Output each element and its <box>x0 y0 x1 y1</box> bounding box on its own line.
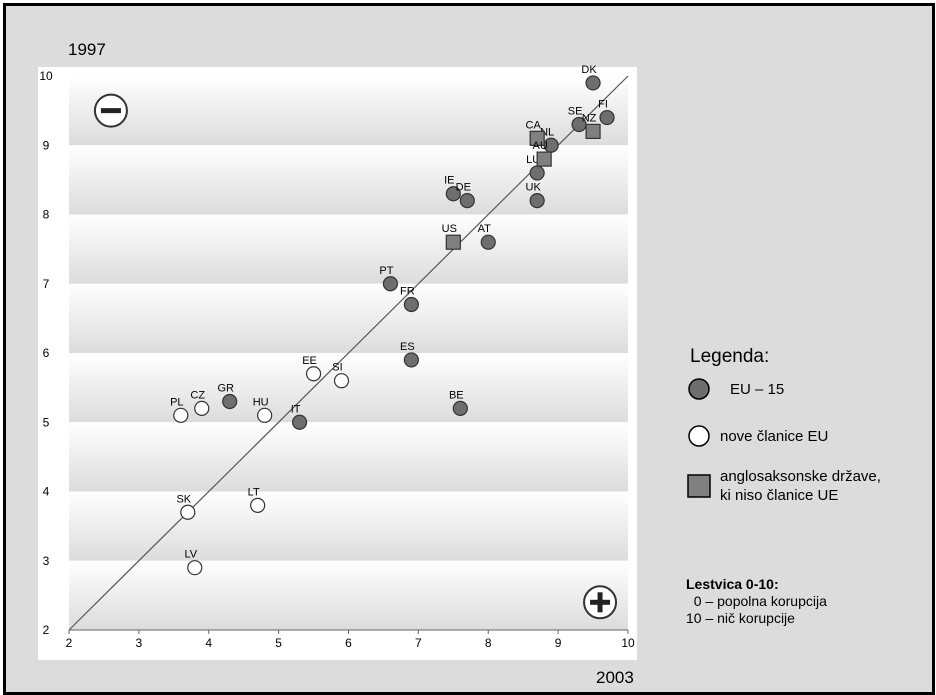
point-label-se: SE <box>568 105 583 117</box>
point-label-fr: FR <box>400 286 415 298</box>
point-label-gr: GR <box>217 382 234 394</box>
scale-title: Lestvica 0-10: <box>686 576 779 592</box>
point-label-us: US <box>442 223 457 235</box>
point-label-au: AU <box>533 140 548 152</box>
legend-item-eu15: EU – 15 <box>686 376 784 402</box>
point-label-ca: CA <box>526 119 542 131</box>
scale-line-10: 10 – nič korupcije <box>686 610 795 626</box>
point-label-dk: DK <box>581 64 597 76</box>
minus-icon-bar <box>100 108 121 114</box>
point-label-at: AT <box>478 223 492 235</box>
x-tick-label: 5 <box>275 636 282 650</box>
point-label-be: BE <box>449 389 464 401</box>
point-label-nz: NZ <box>582 112 597 124</box>
y-tick-label: 9 <box>43 138 50 152</box>
y-axis-year-label: 1997 <box>68 40 106 59</box>
point-fr <box>403 296 419 313</box>
point-label-si: SI <box>332 362 342 374</box>
legend-label-anglo-line2: ki niso članice UE <box>720 487 839 504</box>
point-label-es: ES <box>400 341 415 353</box>
plus-icon-bar-v <box>597 592 603 613</box>
legend-swatch-eu15 <box>688 378 710 400</box>
point-nz <box>585 123 601 140</box>
point-label-pl: PL <box>170 396 183 408</box>
point-ie <box>445 186 461 202</box>
x-tick-label: 2 <box>66 636 73 650</box>
point-au <box>536 151 552 167</box>
x-tick-label: 3 <box>136 636 143 650</box>
plot-band <box>69 491 628 561</box>
point-label-hu: HU <box>253 396 269 408</box>
plot-band <box>69 422 628 492</box>
x-tick-label: 7 <box>415 636 422 650</box>
x-axis-year-label: 2003 <box>596 668 634 687</box>
point-es <box>403 352 419 368</box>
point-label-it: IT <box>291 403 301 415</box>
scale-note: Lestvica 0-10: 0 – popolna korupcija 10 … <box>686 576 827 627</box>
y-tick-label: 10 <box>39 69 53 83</box>
point-sk <box>180 504 196 520</box>
x-tick-label: 9 <box>555 636 562 650</box>
scale-line-0: 0 – popolna korupcija <box>686 593 827 609</box>
point-dk <box>585 75 601 91</box>
point-label-sk: SK <box>176 493 191 505</box>
y-tick-label: 8 <box>43 208 50 222</box>
point-lt <box>250 497 266 513</box>
point-si <box>333 373 350 389</box>
point-label-ee: EE <box>302 355 317 367</box>
legend-swatch-anglo <box>687 474 711 498</box>
point-label-pt: PT <box>379 265 393 277</box>
legend-item-new-members: nove članice EU <box>686 423 828 449</box>
point-cz <box>194 400 210 416</box>
chart-frame: 2 3 4 5 6 7 8 9 10 2 3 4 5 6 7 8 9 10 DK FI SE NL LU UK IE DE AT PT… <box>3 3 935 695</box>
point-label-lv: LV <box>184 549 197 561</box>
point-us <box>445 234 461 250</box>
point-label-ie: IE <box>444 175 454 187</box>
x-tick-label: 6 <box>345 636 352 650</box>
legend-item-anglo: anglosaksonske države, ki niso članice U… <box>686 467 881 505</box>
point-label-uk: UK <box>526 182 542 194</box>
point-de <box>459 193 475 209</box>
x-tick-label: 10 <box>621 636 635 650</box>
y-tick-label: 5 <box>43 415 50 429</box>
legend-label-eu15: EU – 15 <box>730 380 785 398</box>
point-pt <box>382 276 399 292</box>
legend-label-new-members: nove članice EU <box>720 427 829 445</box>
legend-swatch-new-members <box>688 425 710 447</box>
point-it <box>291 414 308 430</box>
x-tick-label: 8 <box>485 636 492 650</box>
point-pl <box>173 407 189 423</box>
legend-title: Legenda: <box>690 346 770 367</box>
plot-band <box>69 214 628 284</box>
y-tick-label: 4 <box>43 485 50 499</box>
point-hu <box>257 407 273 423</box>
point-at <box>480 234 496 250</box>
plot-band <box>69 560 628 630</box>
x-tick-label: 4 <box>205 636 212 650</box>
point-be <box>452 400 468 416</box>
point-label-cz: CZ <box>190 389 205 401</box>
point-lu <box>529 165 545 181</box>
point-ca <box>529 130 545 146</box>
legend-label-anglo-line1: anglosaksonske države, <box>720 468 881 485</box>
point-gr <box>222 393 238 410</box>
y-tick-label: 6 <box>43 346 50 360</box>
point-fi <box>599 109 615 126</box>
plot-band <box>69 353 628 423</box>
plot-band <box>69 283 628 353</box>
point-lv <box>187 560 203 576</box>
y-tick-label: 2 <box>43 623 50 637</box>
point-label-lt: LT <box>248 486 260 498</box>
y-tick-label: 7 <box>43 277 50 291</box>
point-label-de: DE <box>456 182 471 194</box>
point-label-fi: FI <box>598 99 608 111</box>
point-uk <box>529 193 545 209</box>
point-ee <box>305 366 322 382</box>
y-tick-label: 3 <box>43 554 50 568</box>
